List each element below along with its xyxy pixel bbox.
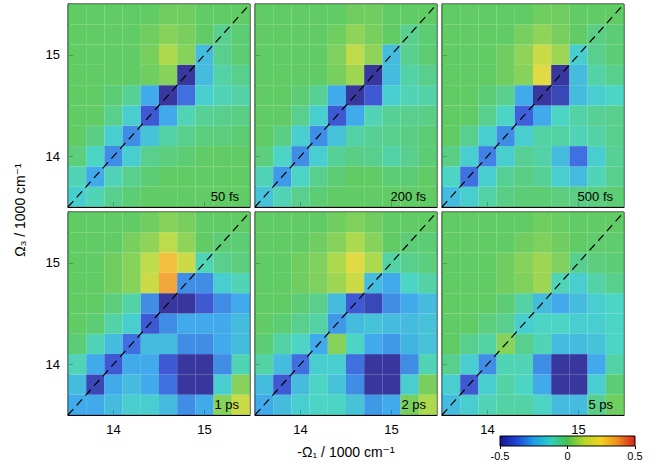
svg-text:15: 15	[46, 255, 60, 270]
svg-text:-0.5: -0.5	[491, 450, 510, 462]
svg-text:0.5: 0.5	[627, 450, 642, 462]
svg-text:15: 15	[384, 422, 398, 437]
svg-text:Ω₃ / 1000 cm⁻¹: Ω₃ / 1000 cm⁻¹	[12, 163, 28, 257]
svg-text:5 ps: 5 ps	[588, 397, 613, 412]
svg-text:500 fs: 500 fs	[578, 189, 614, 204]
svg-text:14: 14	[46, 149, 60, 164]
svg-text:15: 15	[46, 47, 60, 62]
svg-text:200 fs: 200 fs	[391, 189, 427, 204]
svg-text:14: 14	[293, 422, 307, 437]
svg-text:1 ps: 1 ps	[214, 397, 239, 412]
svg-text:50 fs: 50 fs	[211, 189, 240, 204]
svg-text:15: 15	[197, 422, 211, 437]
svg-text:0: 0	[564, 450, 570, 462]
svg-text:14: 14	[480, 422, 494, 437]
svg-text:14: 14	[106, 422, 120, 437]
svg-text:14: 14	[46, 357, 60, 372]
svg-text:2 ps: 2 ps	[401, 397, 426, 412]
svg-text:-Ω₁ / 1000 cm⁻¹: -Ω₁ / 1000 cm⁻¹	[297, 444, 395, 460]
svg-text:15: 15	[571, 422, 585, 437]
